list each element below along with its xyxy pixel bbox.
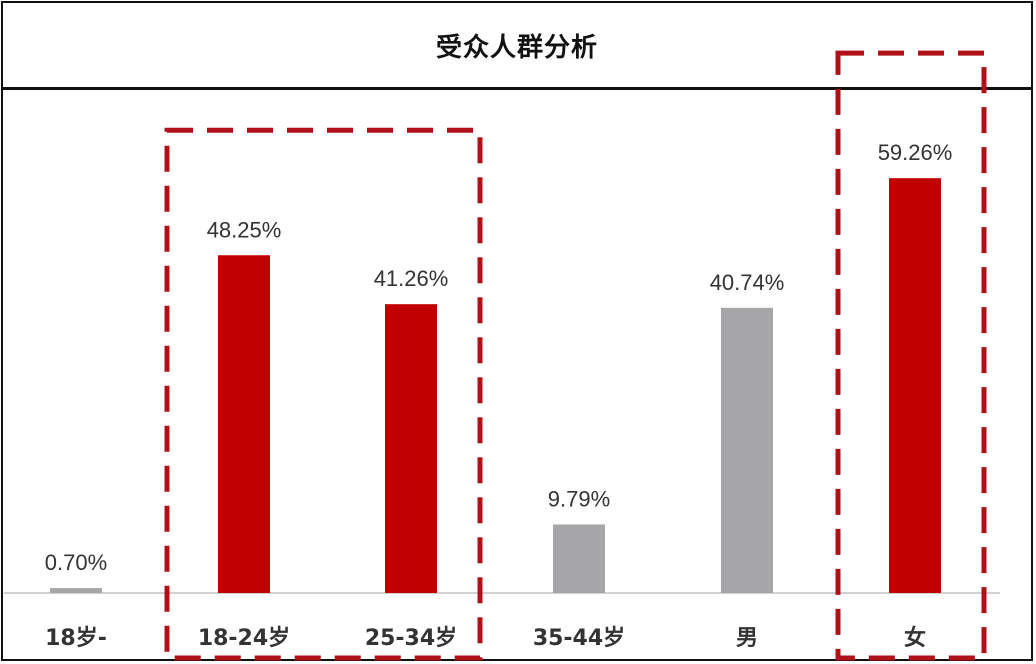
highlight-dashed-box-1: [164, 127, 483, 661]
bar-1: [50, 588, 102, 593]
category-label-5: 男: [736, 626, 758, 651]
bar-6: [889, 178, 941, 593]
category-label-4: 35-44岁: [533, 625, 625, 651]
value-label-4: 9.79%: [548, 486, 610, 511]
category-label-2: 18-24岁: [198, 625, 290, 651]
category-label-1: 18岁-: [45, 625, 107, 651]
highlight-dashed-box-2: [835, 50, 987, 661]
chart-title: 受众人群分析: [435, 32, 598, 63]
value-label-3: 41.26%: [374, 266, 449, 291]
value-label-5: 40.74%: [710, 270, 785, 295]
category-label-6: 女: [904, 625, 926, 651]
title-bar: 受众人群分析: [1, 1, 1033, 90]
value-label-1: 0.70%: [45, 550, 107, 575]
value-label-6: 59.26%: [878, 140, 953, 165]
category-label-3: 25-34岁: [365, 625, 457, 651]
bar-5: [721, 307, 773, 593]
bar-2: [218, 255, 270, 593]
bar-3: [385, 304, 437, 593]
value-label-2: 48.25%: [207, 217, 282, 242]
bar-4: [553, 524, 605, 593]
